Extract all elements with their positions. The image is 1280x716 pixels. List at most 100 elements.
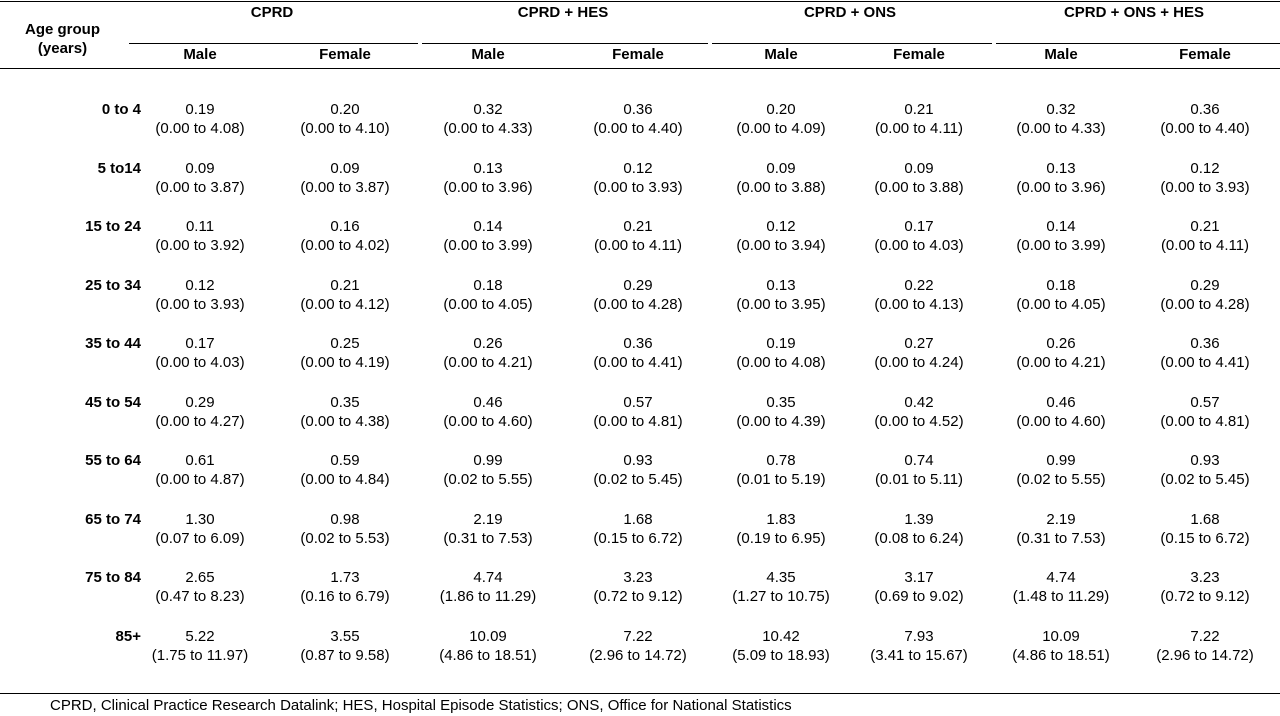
table-cell: 0.09 (0.00 to 3.87) [273,159,417,197]
cell-estimate: 0.13 [766,277,796,294]
table-cell: 0.46 (0.00 to 4.60) [416,393,560,431]
cell-estimate: 3.17 [904,569,934,586]
table-cell: 0.14 (0.00 to 3.99) [416,217,560,255]
cell-estimate: 0.29 [623,277,653,294]
cell-estimate: 0.27 [904,335,934,352]
cell-confidence-interval: (0.02 to 5.53) [300,530,390,547]
cell-estimate: 0.17 [904,218,934,235]
cell-estimate: 0.11 [185,218,215,235]
cell-confidence-interval: (0.87 to 9.58) [300,647,390,664]
male-header: Male [471,46,505,63]
cell-estimate: 0.16 [330,218,360,235]
table-cell: 1.39 (0.08 to 6.24) [847,510,991,548]
table-cell: 0.17 (0.00 to 4.03) [847,217,991,255]
cell-estimate: 1.68 [1190,511,1220,528]
table-cell: 0.57 (0.00 to 4.81) [566,393,710,431]
group-underline [996,43,1280,44]
cell-estimate: 0.20 [766,101,796,118]
age-group-label: 65 to 74 [85,511,141,528]
female-header: Female [893,46,945,63]
cell-estimate: 0.36 [623,101,653,118]
cell-confidence-interval: (0.00 to 4.40) [593,120,683,137]
cell-confidence-interval: (0.00 to 3.94) [736,237,826,254]
cell-confidence-interval: (3.41 to 15.67) [870,647,968,664]
cell-estimate: 0.57 [1190,394,1220,411]
table-cell: 0.74 (0.01 to 5.11) [847,451,991,489]
cell-confidence-interval: (0.00 to 3.88) [874,179,964,196]
cell-estimate: 0.36 [1190,101,1220,118]
male-header: Male [764,46,798,63]
age-group-label: 35 to 44 [85,335,141,352]
cell-confidence-interval: (0.00 to 4.33) [443,120,533,137]
cell-confidence-interval: (0.00 to 4.12) [300,296,390,313]
cell-confidence-interval: (0.00 to 4.03) [874,237,964,254]
cell-estimate: 0.12 [185,277,215,294]
table-cell: 0.26 (0.00 to 4.21) [989,334,1133,372]
cell-estimate: 0.13 [473,160,503,177]
table-cell: 4.74 (1.48 to 11.29) [989,568,1133,606]
cell-estimate: 3.55 [330,628,360,645]
table-cell: 0.32 (0.00 to 4.33) [989,100,1133,138]
age-group-label: 45 to 54 [85,394,141,411]
table-cell: 0.13 (0.00 to 3.96) [416,159,560,197]
table-cell: 0.22 (0.00 to 4.13) [847,276,991,314]
group-underline [422,43,708,44]
cell-confidence-interval: (0.16 to 6.79) [300,588,390,605]
cell-estimate: 4.35 [766,569,796,586]
group-underline [129,43,418,44]
cell-confidence-interval: (0.00 to 4.38) [300,413,390,430]
table-cell: 0.11 (0.00 to 3.92) [128,217,272,255]
cell-confidence-interval: (0.00 to 4.84) [300,471,390,488]
table-cell: 2.19 (0.31 to 7.53) [416,510,560,548]
cell-confidence-interval: (0.69 to 9.02) [874,588,964,605]
cell-confidence-interval: (0.00 to 4.28) [1160,296,1250,313]
table-cell: 3.55 (0.87 to 9.58) [273,627,417,665]
cell-confidence-interval: (1.27 to 10.75) [732,588,830,605]
table-cell: 0.35 (0.00 to 4.39) [709,393,853,431]
female-header: Female [1179,46,1231,63]
cell-estimate: 0.36 [1190,335,1220,352]
cell-estimate: 0.21 [330,277,360,294]
table-cell: 0.12 (0.00 to 3.93) [128,276,272,314]
table-cell: 0.36 (0.00 to 4.41) [566,334,710,372]
table-cell: 1.73 (0.16 to 6.79) [273,568,417,606]
table-cell: 0.46 (0.00 to 4.60) [989,393,1133,431]
table-cell: 0.12 (0.00 to 3.94) [709,217,853,255]
cell-estimate: 10.42 [762,628,800,645]
cell-confidence-interval: (4.86 to 18.51) [439,647,537,664]
cell-confidence-interval: (0.00 to 4.05) [443,296,533,313]
table-cell: 2.65 (0.47 to 8.23) [128,568,272,606]
cell-confidence-interval: (0.00 to 4.13) [874,296,964,313]
cell-confidence-interval: (0.00 to 4.05) [1016,296,1106,313]
bottom-rule [0,693,1280,694]
cell-estimate: 0.98 [330,511,360,528]
cell-estimate: 1.68 [623,511,653,528]
table-cell: 2.19 (0.31 to 7.53) [989,510,1133,548]
cell-estimate: 0.57 [623,394,653,411]
cell-estimate: 2.19 [1046,511,1076,528]
cell-estimate: 0.25 [330,335,360,352]
table-cell: 0.36 (0.00 to 4.40) [566,100,710,138]
cell-estimate: 0.74 [904,452,934,469]
male-header: Male [1044,46,1078,63]
table-cell: 0.98 (0.02 to 5.53) [273,510,417,548]
cell-confidence-interval: (0.72 to 9.12) [1160,588,1250,605]
cell-estimate: 0.09 [330,160,360,177]
cell-confidence-interval: (0.00 to 4.60) [443,413,533,430]
cell-estimate: 2.19 [473,511,503,528]
cell-estimate: 0.22 [904,277,934,294]
cell-confidence-interval: (0.00 to 4.21) [443,354,533,371]
cell-confidence-interval: (0.19 to 6.95) [736,530,826,547]
cell-estimate: 0.17 [185,335,215,352]
cell-estimate: 0.59 [330,452,360,469]
table-footnote: CPRD, Clinical Practice Research Datalin… [50,697,792,714]
group-header: CPRD + HES [517,4,609,21]
cell-estimate: 0.12 [766,218,796,235]
cell-confidence-interval: (0.01 to 5.19) [736,471,826,488]
cell-confidence-interval: (4.86 to 18.51) [1012,647,1110,664]
table-cell: 1.68 (0.15 to 6.72) [566,510,710,548]
table-cell: 7.93 (3.41 to 15.67) [847,627,991,665]
group-header: CPRD + ONS + HES [1063,4,1205,21]
table-cell: 0.20 (0.00 to 4.09) [709,100,853,138]
cell-confidence-interval: (0.01 to 5.11) [874,471,964,488]
